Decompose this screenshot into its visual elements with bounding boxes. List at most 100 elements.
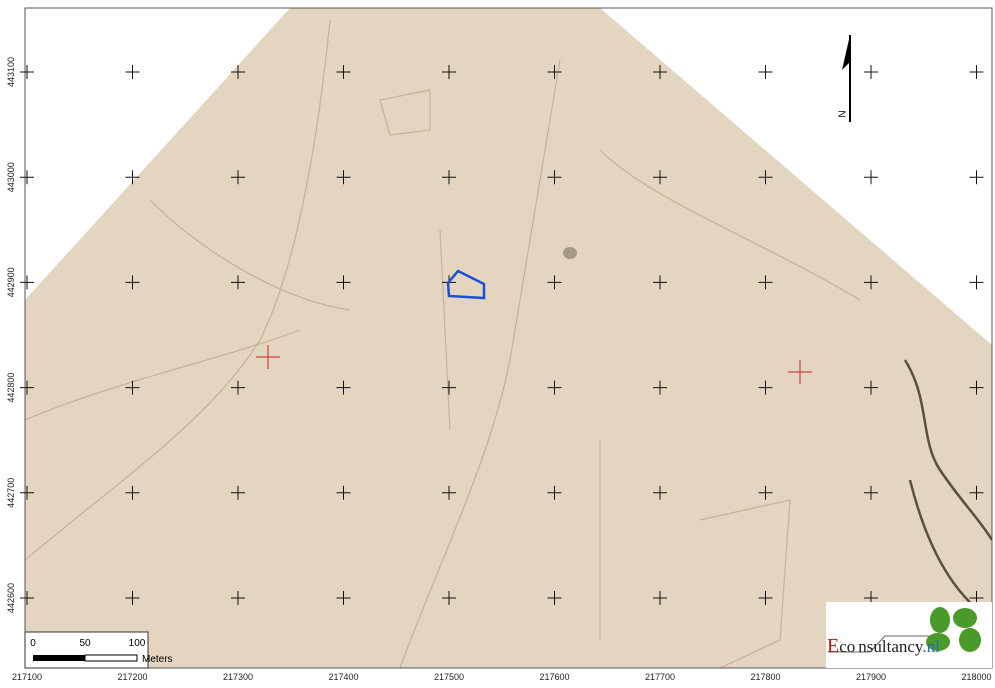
grid-cross bbox=[653, 380, 667, 395]
grid-cross bbox=[231, 65, 245, 79]
scale-segment bbox=[84, 654, 138, 662]
x-coordinate-label: 217400 bbox=[328, 672, 358, 682]
grid-cross bbox=[653, 170, 667, 185]
scale-box bbox=[24, 631, 149, 669]
x-coordinate-label: 217100 bbox=[12, 672, 42, 682]
grid-cross bbox=[336, 275, 351, 290]
grid-cross bbox=[758, 275, 773, 290]
y-coordinate-label: 442900 bbox=[6, 267, 16, 297]
grid-cross bbox=[969, 275, 984, 290]
grid-cross bbox=[442, 170, 456, 185]
grid-cross bbox=[758, 65, 773, 79]
grid-cross bbox=[969, 65, 984, 79]
grid-cross bbox=[336, 380, 351, 395]
grid-cross bbox=[125, 591, 140, 605]
x-coordinate-label: 217900 bbox=[856, 672, 886, 682]
grid-cross bbox=[969, 170, 984, 185]
grid-cross bbox=[20, 591, 34, 605]
grid-cross bbox=[864, 170, 878, 185]
scale-label: 100 bbox=[129, 638, 146, 649]
x-coordinate-label: 217500 bbox=[434, 672, 464, 682]
grid-cross bbox=[864, 275, 878, 290]
grid-cross bbox=[547, 170, 562, 185]
grid-cross bbox=[547, 65, 562, 79]
map-frame bbox=[24, 7, 993, 669]
grid-cross bbox=[336, 485, 351, 500]
grid-cross bbox=[758, 591, 773, 605]
pond bbox=[563, 247, 577, 259]
grid-cross bbox=[653, 65, 667, 79]
grid-cross bbox=[20, 485, 34, 500]
grid-cross bbox=[864, 65, 878, 79]
grid-cross bbox=[20, 275, 34, 290]
logo-clover bbox=[926, 607, 981, 652]
grid-cross bbox=[547, 380, 562, 395]
study-area bbox=[446, 269, 486, 300]
logo-line bbox=[828, 635, 935, 653]
x-coordinate-label: 217800 bbox=[750, 672, 780, 682]
north-arrow: N bbox=[838, 35, 851, 122]
x-coordinate-label: 217600 bbox=[539, 672, 569, 682]
grid-cross bbox=[758, 485, 773, 500]
y-coordinate-label: 442600 bbox=[6, 583, 16, 613]
grid-cross bbox=[653, 485, 667, 500]
map-sheet bbox=[25, 8, 992, 668]
x-coordinate-label: 217200 bbox=[117, 672, 147, 682]
grid-cross bbox=[864, 485, 878, 500]
grid-cross bbox=[231, 170, 245, 185]
grid-cross bbox=[231, 591, 245, 605]
scale-segment bbox=[33, 655, 85, 661]
grid-cross bbox=[969, 485, 984, 500]
y-coordinate-label: 442700 bbox=[6, 478, 16, 508]
grid-cross bbox=[20, 65, 34, 79]
grid-cross bbox=[969, 380, 984, 395]
scale-unit: Meters bbox=[142, 654, 173, 665]
x-coordinate-label: 217700 bbox=[645, 672, 675, 682]
grid-cross bbox=[20, 170, 34, 185]
grid-cross bbox=[231, 485, 245, 500]
grid-cross bbox=[547, 591, 562, 605]
grid-cross bbox=[125, 380, 140, 395]
x-coordinate-label: 217300 bbox=[223, 672, 253, 682]
grid-cross bbox=[547, 485, 562, 500]
grid-cross bbox=[653, 275, 667, 290]
reference-points bbox=[256, 345, 812, 384]
y-coordinate-label: 442800 bbox=[6, 373, 16, 403]
logo-part: nsultancy bbox=[858, 637, 924, 656]
y-coordinate-label: 443100 bbox=[6, 57, 16, 87]
logo: Eco nsultancy.nl bbox=[826, 602, 992, 668]
north-head bbox=[842, 35, 850, 70]
x-coordinate-label: 218000 bbox=[961, 672, 991, 682]
grid-cross bbox=[125, 65, 140, 79]
scale-label: 50 bbox=[79, 638, 91, 649]
grid-cross bbox=[864, 380, 878, 395]
grid-cross bbox=[442, 380, 456, 395]
grid-cross bbox=[125, 170, 140, 185]
grid-cross bbox=[20, 380, 34, 395]
grid-cross bbox=[336, 65, 351, 79]
scale-label: 0 bbox=[30, 638, 36, 649]
historic-map bbox=[25, 8, 992, 668]
grid-cross bbox=[758, 380, 773, 395]
grid-cross bbox=[442, 485, 456, 500]
map-lines bbox=[25, 19, 861, 668]
y-coordinate-label: 443000 bbox=[6, 162, 16, 192]
grid-cross bbox=[336, 591, 351, 605]
grid-cross bbox=[758, 170, 773, 185]
grid-cross bbox=[653, 591, 667, 605]
grid-cross bbox=[442, 591, 456, 605]
logo-part: co bbox=[839, 637, 855, 656]
grid-cross bbox=[547, 275, 562, 290]
logo-suffix: .nl bbox=[922, 637, 940, 656]
grid-cross bbox=[125, 485, 140, 500]
logo-initial: E bbox=[827, 635, 839, 657]
grid-cross bbox=[336, 170, 351, 185]
north-label: N bbox=[838, 110, 849, 117]
scale-bar: 0 50 100 Meters bbox=[24, 631, 173, 669]
grid-cross bbox=[231, 275, 245, 290]
grid-cross bbox=[125, 275, 140, 290]
grid-cross bbox=[442, 65, 456, 79]
logo-text: Eco nsultancy.nl bbox=[827, 635, 940, 657]
grid-cross bbox=[231, 380, 245, 395]
